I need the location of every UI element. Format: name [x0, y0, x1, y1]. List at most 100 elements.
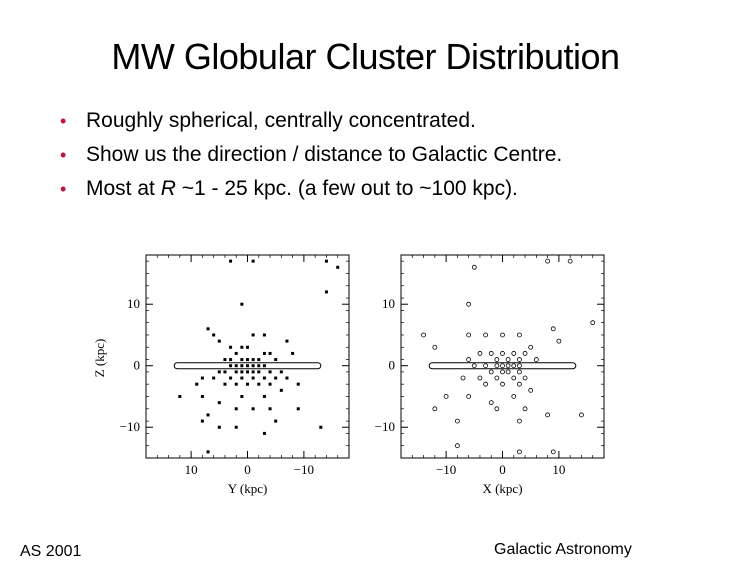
cluster-point	[590, 320, 596, 326]
x-axis-label: Y (kpc)	[228, 481, 268, 496]
cluster-point	[324, 259, 328, 263]
cluster-point	[550, 449, 556, 455]
cluster-point	[296, 407, 300, 411]
cluster-point	[274, 419, 278, 423]
cluster-point	[251, 333, 255, 337]
x-tick-label: −10	[294, 462, 314, 477]
cluster-point	[279, 370, 283, 374]
cluster-point	[522, 351, 528, 356]
cluster-point	[471, 264, 477, 270]
cluster-point	[212, 376, 216, 380]
bullet-dot-icon: •	[60, 111, 67, 131]
cluster-point	[324, 290, 328, 294]
cluster-point	[262, 394, 266, 398]
cluster-point	[206, 450, 210, 454]
bullet-item: • Most at R ~1 - 25 kpc. (a few out to ~…	[60, 172, 562, 206]
cluster-point	[579, 412, 584, 418]
cluster-point	[223, 370, 227, 374]
cluster-point	[522, 406, 528, 412]
cluster-point	[257, 370, 261, 374]
cluster-point	[511, 375, 517, 381]
cluster-point	[494, 406, 500, 412]
cluster-point	[178, 394, 182, 398]
cluster-point	[517, 332, 522, 338]
cluster-point	[217, 339, 221, 343]
cluster-point	[246, 364, 249, 368]
y-tick-label: −10	[375, 419, 395, 434]
galactic-disk	[428, 362, 577, 370]
cluster-point	[200, 394, 204, 398]
cluster-point	[556, 338, 562, 344]
cluster-point	[212, 333, 216, 337]
cluster-point	[240, 345, 244, 349]
cluster-point	[517, 369, 522, 375]
cluster-point	[262, 376, 266, 380]
cluster-point	[240, 370, 244, 374]
cluster-point	[454, 418, 460, 424]
y-tick-label: −10	[120, 419, 140, 434]
cluster-point	[528, 344, 534, 350]
cluster-point	[454, 443, 460, 449]
cluster-point	[234, 382, 238, 386]
cluster-point	[517, 357, 522, 362]
cluster-point	[567, 258, 573, 264]
y-axis-label: Z (kpc)	[92, 339, 107, 378]
x-tick-label: 0	[499, 462, 506, 477]
cluster-point	[511, 363, 517, 369]
cluster-point	[240, 376, 244, 380]
cluster-point	[251, 376, 255, 380]
cluster-point	[257, 382, 261, 386]
cluster-point	[274, 376, 278, 380]
cluster-point	[195, 382, 199, 386]
cluster-point	[517, 363, 522, 369]
cluster-point	[500, 332, 505, 338]
cluster-point	[500, 369, 505, 375]
cluster-point	[505, 369, 511, 375]
cluster-point	[223, 358, 227, 362]
bullet-text: Show us the direction / distance to Gala…	[86, 143, 563, 166]
footer-course-name: Galactic Astronomy	[494, 541, 632, 558]
cluster-point	[500, 363, 505, 369]
cluster-point	[223, 382, 227, 386]
bullet-item: • Show us the direction / distance to Ga…	[60, 138, 562, 172]
cluster-point	[251, 407, 255, 411]
cluster-point	[528, 387, 534, 393]
cluster-point	[206, 327, 210, 331]
cluster-point	[471, 363, 477, 369]
cluster-point	[517, 449, 522, 455]
cluster-point	[229, 358, 233, 362]
cluster-point	[500, 381, 505, 387]
cluster-point	[488, 369, 494, 375]
cluster-point	[217, 370, 221, 374]
y-tick-label: 0	[389, 358, 396, 373]
cluster-point	[477, 375, 483, 381]
cluster-point	[522, 375, 528, 381]
cluster-point	[550, 326, 556, 332]
cluster-point	[240, 394, 244, 398]
cluster-point	[511, 351, 517, 356]
cluster-point	[296, 382, 300, 386]
cluster-point	[206, 413, 210, 417]
cluster-point	[262, 351, 266, 355]
cluster-point	[229, 364, 233, 368]
cluster-point	[251, 358, 255, 362]
cluster-point	[466, 332, 472, 338]
cluster-point	[488, 351, 494, 356]
cluster-point	[460, 375, 466, 381]
cluster-point	[511, 394, 517, 399]
cluster-point	[268, 407, 272, 411]
cluster-point	[443, 394, 449, 399]
cluster-point	[262, 364, 266, 368]
cluster-point	[274, 358, 278, 362]
cluster-point	[234, 407, 238, 411]
plot-frame	[400, 254, 605, 459]
cluster-point	[217, 425, 221, 429]
cluster-point	[421, 332, 426, 338]
cluster-point	[483, 381, 488, 387]
x-tick-label: 10	[185, 462, 198, 477]
cluster-point	[262, 431, 266, 435]
cluster-point	[240, 364, 244, 368]
cluster-point	[285, 339, 289, 343]
bullet-text-prefix: Most at	[86, 177, 161, 200]
